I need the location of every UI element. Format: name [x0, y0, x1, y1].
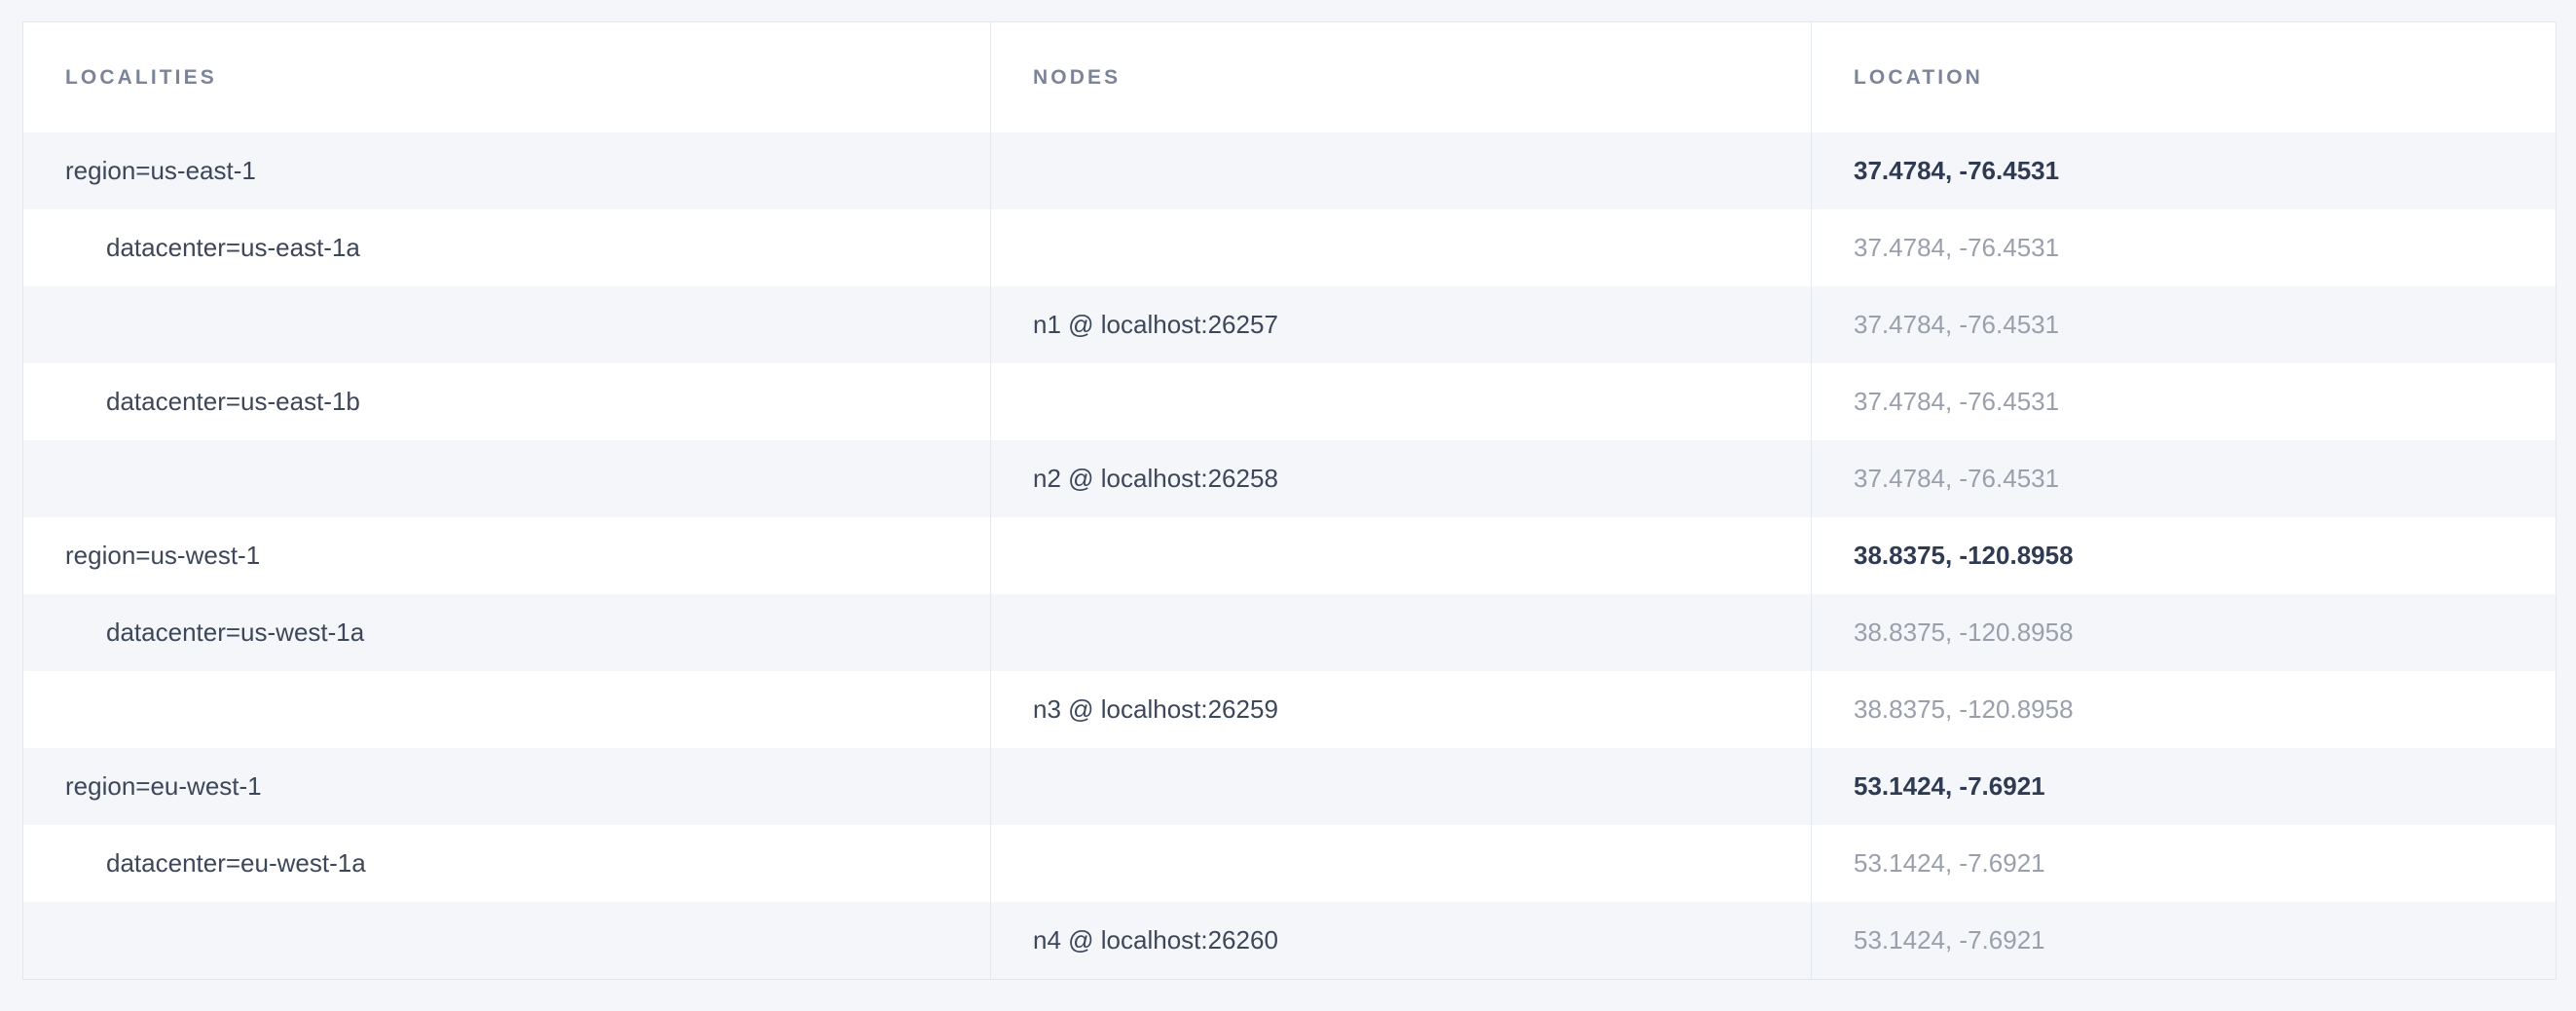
cell-locality: region=us-west-1 — [22, 517, 991, 594]
table-row[interactable]: n4 @ localhost:26260 53.1424, -7.6921 — [22, 902, 2557, 979]
table-row[interactable]: datacenter=us-east-1a 37.4784, -76.4531 — [22, 209, 2557, 286]
column-header-nodes[interactable]: Nodes — [990, 21, 1812, 132]
cell-locality — [22, 902, 991, 979]
cell-node — [990, 363, 1812, 440]
table-row[interactable]: region=us-east-1 37.4784, -76.4531 — [22, 132, 2557, 209]
table-row[interactable]: n2 @ localhost:26258 37.4784, -76.4531 — [22, 440, 2557, 517]
cell-location: 38.8375, -120.8958 — [1854, 618, 2074, 647]
cell-location: 37.4784, -76.4531 — [1854, 310, 2060, 339]
column-header-localities[interactable]: Localities — [22, 21, 991, 132]
table-row[interactable]: datacenter=eu-west-1a 53.1424, -7.6921 — [22, 825, 2557, 902]
table-header-row: Localities Nodes Location — [22, 21, 2557, 132]
cell-node[interactable]: n1 @ localhost:26257 — [990, 286, 1812, 363]
table-row[interactable]: region=eu-west-1 53.1424, -7.6921 — [22, 748, 2557, 825]
cell-location: 37.4784, -76.4531 — [1854, 156, 2060, 185]
table-row[interactable]: region=us-west-1 38.8375, -120.8958 — [22, 517, 2557, 594]
localities-table: Localities Nodes Location region=us-east… — [22, 21, 2557, 980]
table-row[interactable]: n3 @ localhost:26259 38.8375, -120.8958 — [22, 671, 2557, 748]
cell-locality — [22, 440, 991, 517]
cell-node — [990, 748, 1812, 825]
cell-locality: datacenter=eu-west-1a — [22, 825, 991, 902]
cell-node — [990, 132, 1812, 209]
cell-node — [990, 825, 1812, 902]
cell-node — [990, 209, 1812, 286]
cell-locality: datacenter=us-east-1b — [22, 363, 991, 440]
cell-location: 38.8375, -120.8958 — [1854, 694, 2074, 724]
table-header: Localities Nodes Location — [22, 21, 2557, 132]
cell-locality — [22, 286, 991, 363]
table-row[interactable]: datacenter=us-east-1b 37.4784, -76.4531 — [22, 363, 2557, 440]
cell-node[interactable]: n2 @ localhost:26258 — [990, 440, 1812, 517]
cell-location: 53.1424, -7.6921 — [1854, 924, 2045, 955]
table-row[interactable]: datacenter=us-west-1a 38.8375, -120.8958 — [22, 594, 2557, 671]
cell-locality — [22, 671, 991, 748]
column-header-location[interactable]: Location — [1854, 65, 1983, 89]
cell-location: 37.4784, -76.4531 — [1854, 233, 2060, 262]
cell-location: 37.4784, -76.4531 — [1854, 464, 2060, 493]
table-row[interactable]: n1 @ localhost:26257 37.4784, -76.4531 — [22, 286, 2557, 363]
cell-location: 53.1424, -7.6921 — [1854, 771, 2045, 801]
cell-node[interactable]: n4 @ localhost:26260 — [990, 902, 1812, 979]
cell-location: 53.1424, -7.6921 — [1854, 848, 2045, 878]
table-body: region=us-east-1 37.4784, -76.4531 datacen… — [22, 132, 2557, 979]
cell-locality: region=us-east-1 — [22, 132, 991, 209]
cell-node — [990, 594, 1812, 671]
cell-node[interactable]: n3 @ localhost:26259 — [990, 671, 1812, 748]
cell-node — [990, 517, 1812, 594]
cell-locality: datacenter=us-east-1a — [22, 209, 991, 286]
cell-location: 38.8375, -120.8958 — [1854, 541, 2074, 570]
cell-locality: region=eu-west-1 — [22, 748, 991, 825]
cell-locality: datacenter=us-west-1a — [22, 594, 991, 671]
cell-location: 37.4784, -76.4531 — [1854, 387, 2060, 416]
